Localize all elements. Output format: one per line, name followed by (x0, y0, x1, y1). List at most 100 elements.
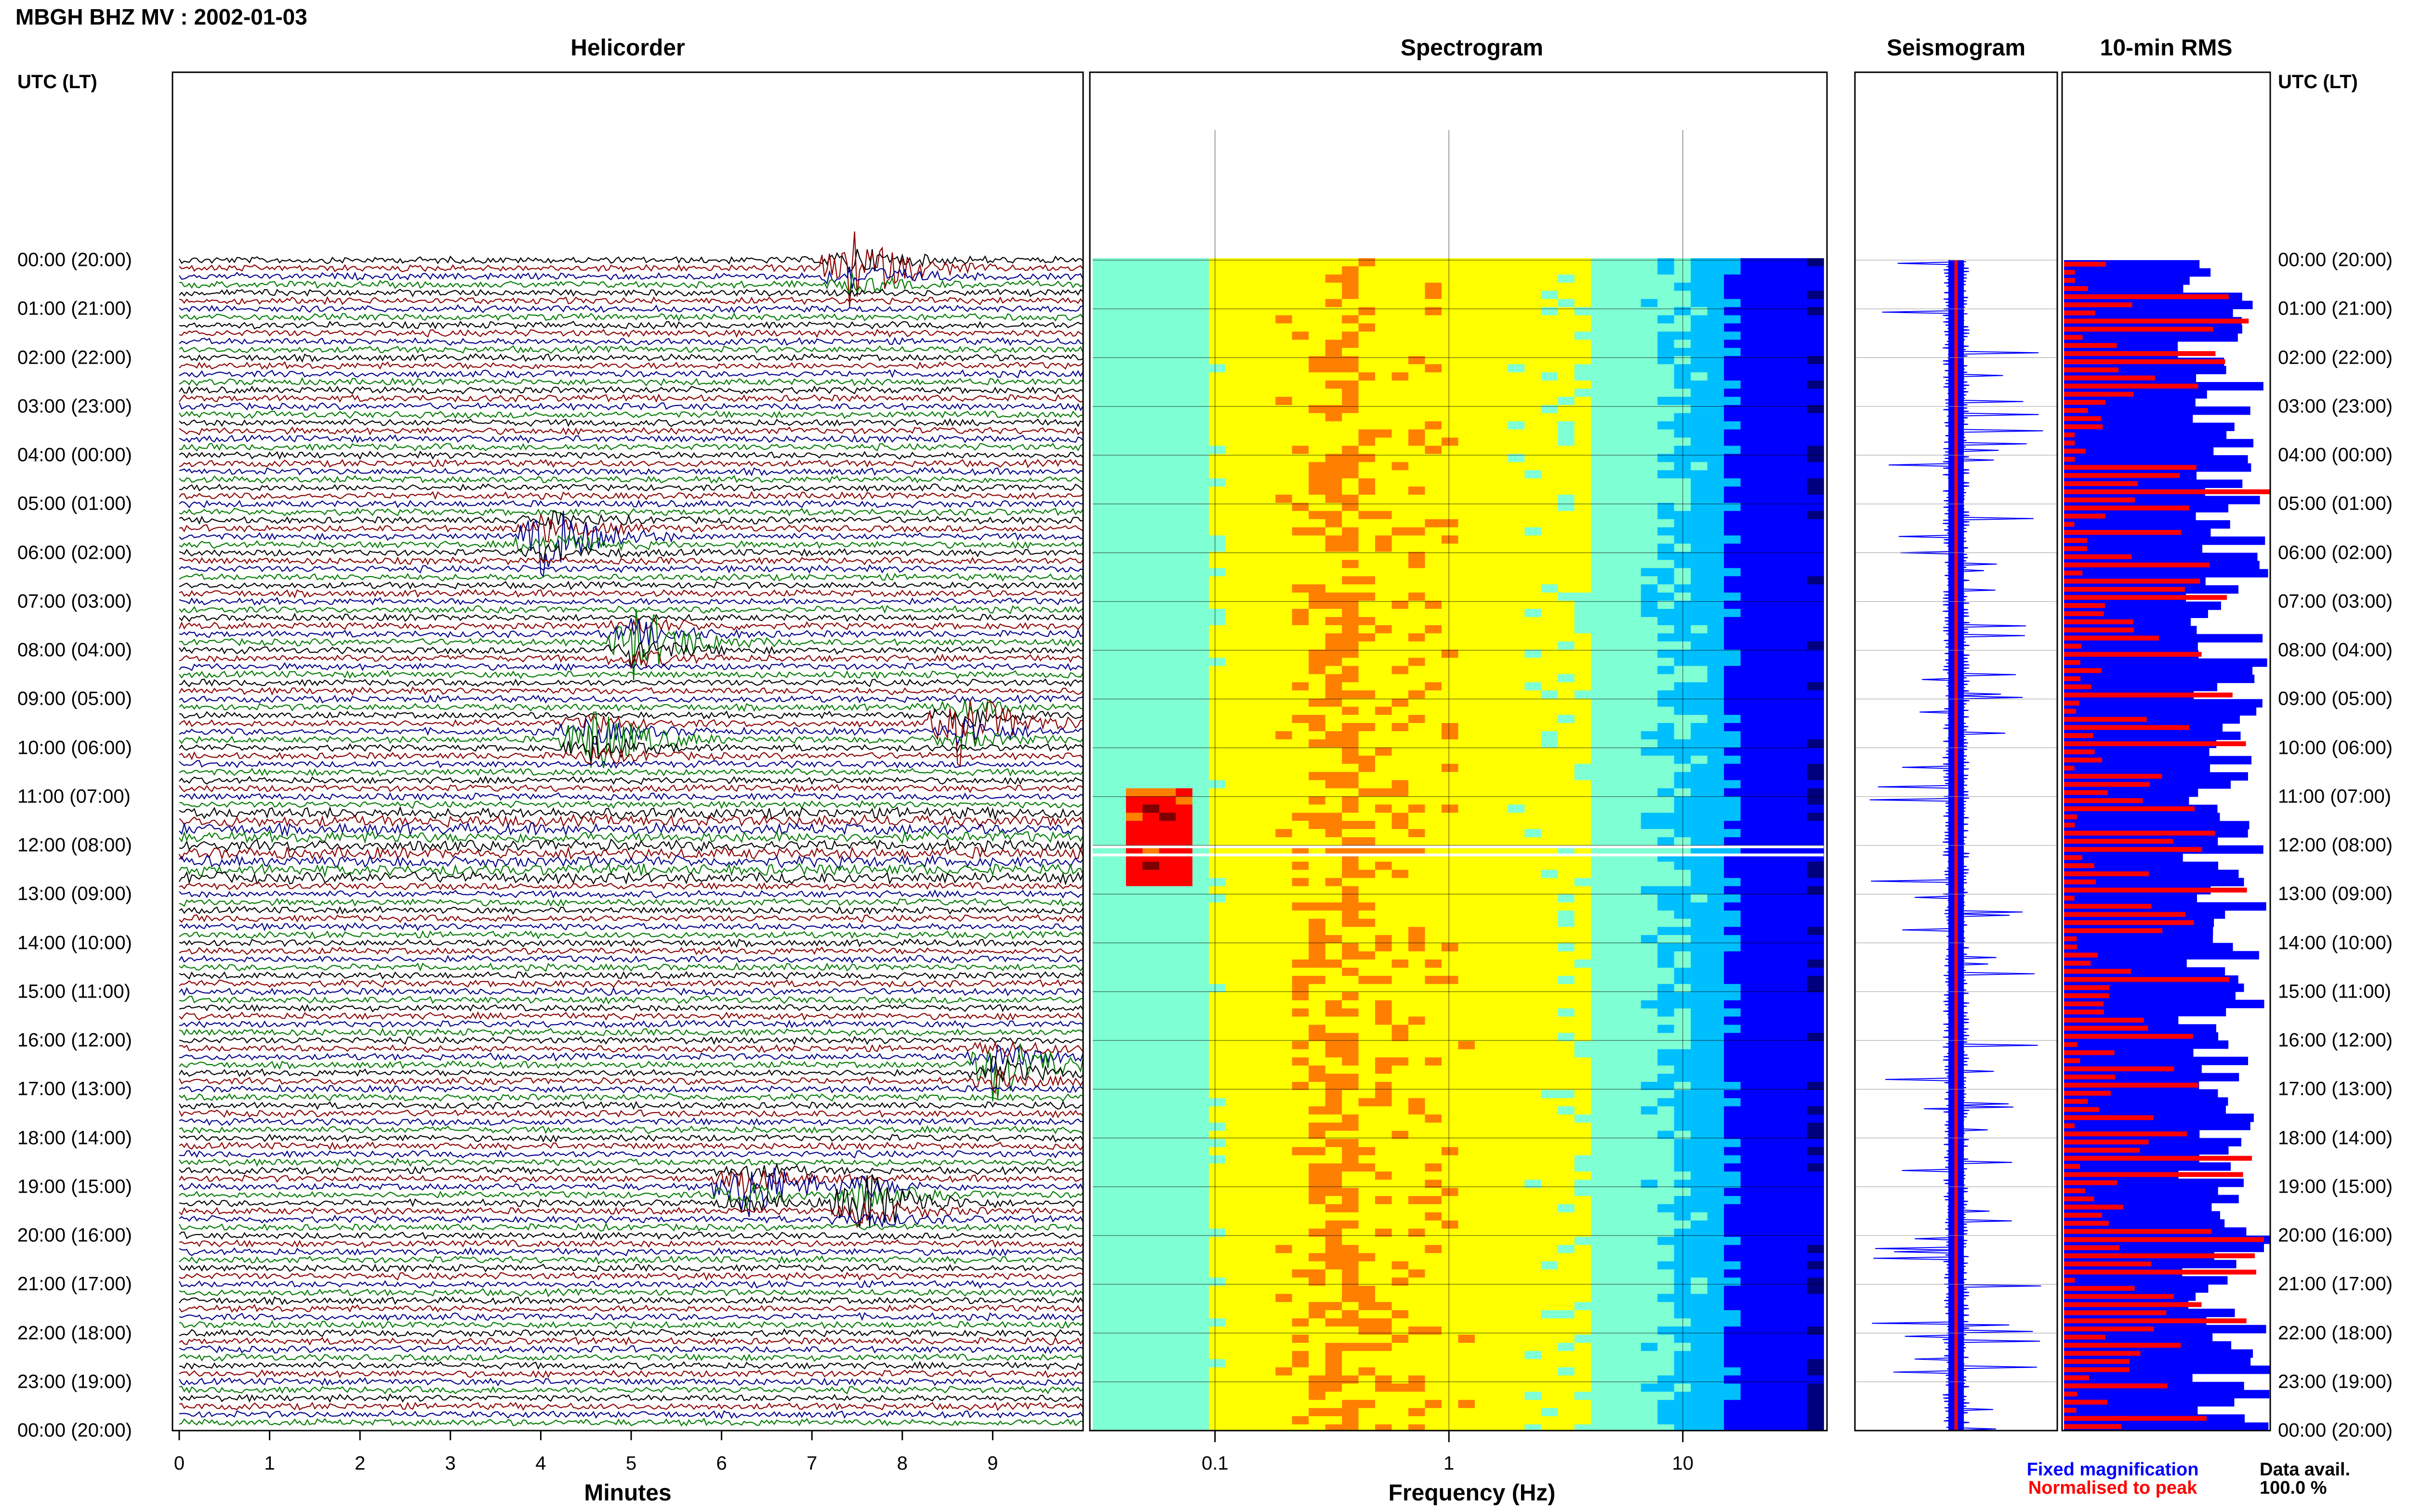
spectrogram-cell (1425, 1147, 1442, 1156)
spectrogram-cell (1375, 829, 1392, 838)
helicorder-row-trace (179, 1133, 1083, 1143)
spectrogram-cell (1142, 1065, 1160, 1074)
spectrogram-cell (1358, 446, 1376, 454)
spectrogram-cell (1408, 429, 1426, 438)
spectrogram-cell (1757, 609, 1774, 618)
spectrogram-cell (1574, 568, 1592, 577)
spectrogram-cell (1508, 478, 1525, 487)
spectrogram-cell (1740, 381, 1758, 389)
spectrogram-cell (1641, 649, 1658, 658)
spectrogram-cell (1790, 437, 1808, 446)
spectrogram-cell (1541, 682, 1559, 691)
spectrogram-cell (1691, 674, 1708, 683)
spectrogram-cell (1475, 560, 1492, 568)
spectrogram-cell (1574, 739, 1592, 748)
spectrogram-cell (1508, 519, 1525, 528)
spectrogram-cell (1607, 813, 1625, 821)
spectrogram-cell (1641, 1049, 1658, 1058)
spectrogram-cell (1724, 747, 1741, 756)
spectrogram-cell (1309, 657, 1326, 667)
spectrogram-cell (1225, 1000, 1243, 1009)
spectrogram-cell (1491, 666, 1509, 674)
spectrogram-cell (1275, 454, 1293, 462)
spectrogram-cell (1757, 935, 1774, 944)
spectrogram-cell (1591, 739, 1608, 748)
spectrogram-cell (1225, 601, 1243, 609)
spectrogram-cell (1707, 633, 1724, 642)
spectrogram-cell (1724, 486, 1741, 495)
spectrogram-cell (1209, 788, 1226, 797)
spectrogram-cell (1757, 633, 1774, 642)
spectrogram-cell (1524, 462, 1542, 471)
spectrogram-cell (1724, 707, 1741, 715)
spectrogram-cell (1774, 682, 1791, 691)
spectrogram-cell (1574, 609, 1592, 618)
helicorder-row-trace (179, 897, 1083, 907)
spectrogram-cell (1724, 666, 1741, 674)
spectrogram-cell (1309, 633, 1326, 642)
spectrogram-cell (1176, 1098, 1193, 1107)
spectrogram-cell (1159, 927, 1177, 935)
spectrogram-cell (1275, 413, 1293, 422)
helicorder-row-trace (179, 1303, 1083, 1313)
spectrogram-cell (1408, 446, 1426, 454)
spectrogram-cell (1309, 462, 1326, 471)
spectrogram-cell (1641, 1008, 1658, 1017)
spectrogram-cell (1325, 462, 1342, 471)
spectrogram-cell (1607, 910, 1625, 919)
spectrogram-cell (1458, 1098, 1475, 1107)
spectrogram-cell (1391, 968, 1409, 976)
spectrogram-cell (1309, 535, 1326, 544)
spectrogram-cell (1408, 927, 1426, 935)
spectrogram-cell (1093, 1082, 1110, 1091)
spectrogram-cell (1176, 282, 1193, 291)
spectrogram-cell (1109, 323, 1126, 332)
spectrogram-cell (1292, 968, 1309, 976)
helicorder-row-trace (179, 922, 1083, 932)
spectrogram-cell (1757, 878, 1774, 887)
spectrogram-cell (1807, 258, 1824, 267)
spectrogram-cell (1790, 788, 1808, 797)
spectrogram-cell (1475, 1000, 1492, 1009)
spectrogram-cell (1807, 470, 1824, 479)
spectrogram-cell (1109, 502, 1126, 512)
spectrogram-cell (1757, 886, 1774, 895)
spectrogram-cell (1807, 763, 1824, 773)
spectrogram-cell (1109, 527, 1126, 536)
spectrogram-cell (1159, 560, 1177, 568)
spectrogram-cell (1408, 413, 1426, 422)
spectrogram-cell (1325, 1008, 1342, 1017)
spectrogram-cell (1774, 869, 1791, 879)
spectrogram-cell (1541, 772, 1559, 781)
spectrogram-cell (1524, 592, 1542, 601)
spectrogram-cell (1558, 348, 1575, 356)
spectrogram-cell (1691, 388, 1708, 397)
spectrogram-cell (1607, 372, 1625, 381)
spectrogram-cell (1209, 331, 1226, 340)
spectrogram-cell (1375, 1065, 1392, 1074)
spectrogram-cell (1358, 348, 1376, 356)
spectrogram-cell (1624, 502, 1641, 512)
spectrogram-cell (1524, 274, 1542, 283)
spectrogram-cell (1558, 1065, 1575, 1074)
spectrogram-cell (1425, 707, 1442, 715)
spectrogram-cell (1325, 381, 1342, 389)
spectrogram-cell (1807, 1065, 1824, 1074)
spectrogram-cell (1491, 429, 1509, 438)
spectrogram-cell (1309, 1147, 1326, 1156)
spectrogram-cell (1774, 552, 1791, 560)
spectrogram-cell (1093, 519, 1110, 528)
spectrogram-cell (1757, 747, 1774, 756)
spectrogram-cell (1109, 780, 1126, 789)
helicorder-row-trace (179, 1320, 1083, 1329)
spectrogram-cell (1591, 478, 1608, 487)
spectrogram-cell (1391, 747, 1409, 756)
spectrogram-cell (1458, 869, 1475, 879)
spectrogram-cell (1192, 290, 1210, 300)
helicorder-row-trace (179, 434, 1083, 444)
spectrogram-cell (1209, 975, 1226, 985)
spectrogram-cell (1275, 698, 1293, 707)
spectrogram-cell (1325, 331, 1342, 340)
spectrogram-cell (1192, 829, 1210, 838)
spectrogram-cell (1591, 935, 1608, 944)
